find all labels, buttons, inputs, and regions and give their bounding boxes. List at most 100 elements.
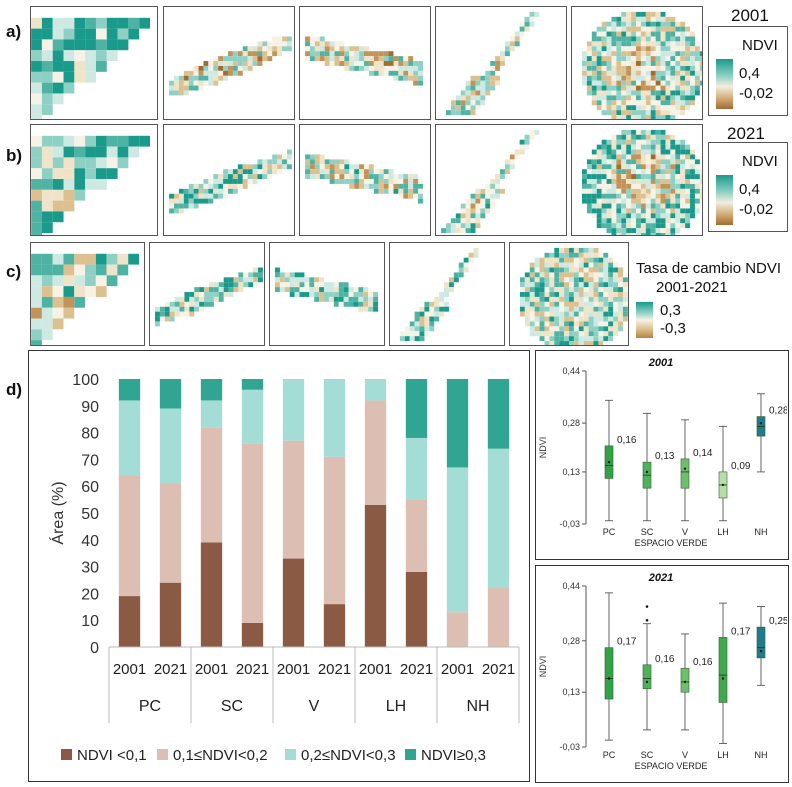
raster-cell <box>194 296 200 302</box>
raster-cell <box>675 144 681 150</box>
raster-cell <box>228 169 233 175</box>
raster-cell <box>174 306 180 312</box>
raster-cell <box>41 222 53 234</box>
raster-cell <box>388 169 394 175</box>
legend-swatch <box>61 749 72 760</box>
raster-cell <box>655 208 661 214</box>
raster-cell <box>631 129 637 135</box>
bar-segment <box>282 558 305 647</box>
raster-cell <box>626 154 632 160</box>
raster-cell <box>569 257 574 263</box>
raster-cell <box>690 80 695 86</box>
raster-cell <box>636 85 641 91</box>
raster-cell <box>282 36 287 42</box>
raster-cell <box>242 169 248 175</box>
x-axis-label: ESPACIO VERDE <box>635 538 708 548</box>
raster-cell <box>665 75 671 81</box>
raster-cell <box>319 164 325 170</box>
raster-cell <box>193 203 199 209</box>
raster-cell <box>675 198 681 204</box>
raster-cell <box>670 115 676 119</box>
raster-cell <box>85 61 96 72</box>
raster-cell <box>359 169 365 175</box>
raster-cell <box>586 193 592 199</box>
raster-cell <box>500 174 505 180</box>
raster-cell <box>444 292 449 297</box>
raster-cell <box>554 301 560 307</box>
raster-cell <box>378 183 384 189</box>
raster-cell <box>640 164 646 170</box>
raster-cell <box>413 188 419 194</box>
raster-cell <box>174 208 179 214</box>
raster-cell <box>636 218 641 224</box>
raster-cell <box>685 174 691 180</box>
raster-cell <box>578 272 584 278</box>
raster-cell <box>675 85 681 91</box>
raster-cell <box>329 51 335 57</box>
raster-cell <box>243 277 249 283</box>
raster-cell <box>675 218 681 224</box>
raster-cell <box>139 135 150 147</box>
raster-cell <box>524 16 530 22</box>
raster-cell <box>349 183 355 189</box>
raster-cell <box>591 149 597 155</box>
bar-segment <box>364 379 387 401</box>
map-v-2001 <box>299 6 431 120</box>
raster-cell <box>368 292 374 297</box>
raster-cell <box>52 275 64 287</box>
raster-cell <box>645 223 651 229</box>
raster-cell <box>383 61 389 66</box>
raster-cell <box>578 326 584 332</box>
raster-cell <box>685 198 691 204</box>
raster-cell <box>559 321 565 327</box>
raster-cell <box>660 75 666 81</box>
raster-cell <box>611 61 617 66</box>
raster-cell <box>519 139 525 145</box>
legend-swatch <box>285 749 296 760</box>
raster-cell <box>95 275 107 287</box>
raster-cell <box>655 144 661 150</box>
raster-cell <box>665 51 671 57</box>
raster-cell <box>199 292 205 297</box>
raster-cell <box>583 301 589 307</box>
raster-cell <box>378 174 384 180</box>
raster-cell <box>631 70 637 76</box>
panel-label-a: a) <box>6 22 22 41</box>
raster-cell <box>31 28 42 40</box>
raster-cell <box>621 31 627 37</box>
x-tick-label: LH <box>717 750 729 760</box>
raster-cell <box>603 301 609 307</box>
raster-cell <box>257 61 263 66</box>
raster-cell <box>232 169 238 175</box>
raster-cell <box>344 159 350 165</box>
raster-cell <box>583 326 589 332</box>
raster-cell <box>95 168 107 180</box>
raster-cell <box>680 65 686 71</box>
raster-cell <box>475 208 481 214</box>
raster-cell <box>277 41 283 47</box>
raster-cell <box>495 61 501 66</box>
raster-cell <box>228 287 234 293</box>
raster-cell <box>675 188 681 194</box>
raster-cell <box>319 174 325 180</box>
raster-cell <box>640 100 646 106</box>
raster-cell <box>368 306 374 312</box>
raster-cell <box>52 82 64 94</box>
raster-cell <box>164 311 170 317</box>
raster-cell <box>564 282 569 288</box>
raster-cell <box>670 149 676 155</box>
raster-cell <box>645 218 651 224</box>
raster-cell <box>363 306 369 312</box>
raster-cell <box>690 164 695 170</box>
raster-cell <box>189 311 195 317</box>
raster-cell <box>631 169 637 175</box>
raster-cell <box>685 144 691 150</box>
raster-cell <box>596 144 602 150</box>
raster-cell <box>690 46 695 52</box>
raster-cell <box>690 159 695 165</box>
raster-cell <box>655 61 661 66</box>
raster-cell <box>85 275 96 287</box>
raster-cell <box>223 277 229 283</box>
raster-cell <box>237 70 243 76</box>
raster-cell <box>593 262 599 268</box>
